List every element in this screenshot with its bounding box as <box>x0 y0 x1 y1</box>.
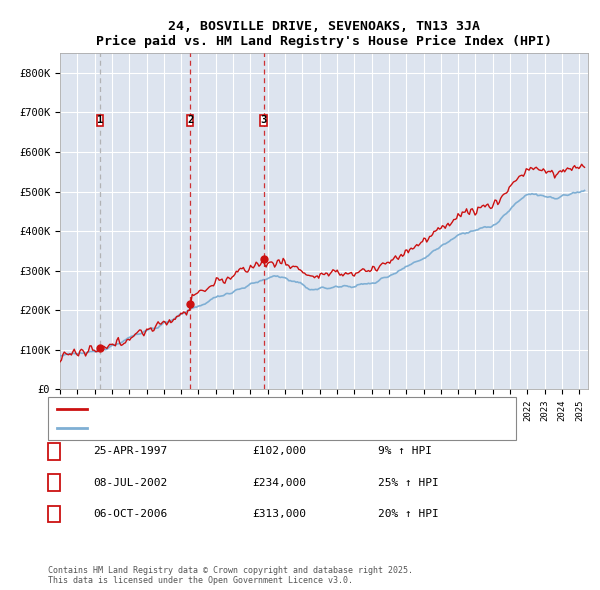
FancyBboxPatch shape <box>97 115 103 126</box>
Text: £102,000: £102,000 <box>252 447 306 456</box>
Text: £234,000: £234,000 <box>252 478 306 487</box>
Text: 2: 2 <box>50 478 57 487</box>
FancyBboxPatch shape <box>187 115 193 126</box>
Text: 25-APR-1997: 25-APR-1997 <box>93 447 167 456</box>
Text: 1: 1 <box>50 447 57 456</box>
Text: 2: 2 <box>187 116 193 125</box>
Text: 06-OCT-2006: 06-OCT-2006 <box>93 509 167 519</box>
Title: 24, BOSVILLE DRIVE, SEVENOAKS, TN13 3JA
Price paid vs. HM Land Registry's House : 24, BOSVILLE DRIVE, SEVENOAKS, TN13 3JA … <box>96 19 552 48</box>
Text: HPI: Average price, semi-detached house, Sevenoaks: HPI: Average price, semi-detached house,… <box>93 423 387 433</box>
Text: 20% ↑ HPI: 20% ↑ HPI <box>378 509 439 519</box>
Text: Contains HM Land Registry data © Crown copyright and database right 2025.
This d: Contains HM Land Registry data © Crown c… <box>48 566 413 585</box>
Text: £313,000: £313,000 <box>252 509 306 519</box>
Text: 3: 3 <box>50 509 57 519</box>
Text: 24, BOSVILLE DRIVE, SEVENOAKS, TN13 3JA (semi-detached house): 24, BOSVILLE DRIVE, SEVENOAKS, TN13 3JA … <box>93 404 451 414</box>
Text: 08-JUL-2002: 08-JUL-2002 <box>93 478 167 487</box>
FancyBboxPatch shape <box>260 115 267 126</box>
Text: 3: 3 <box>260 116 267 125</box>
Text: 1: 1 <box>97 116 103 125</box>
Text: 9% ↑ HPI: 9% ↑ HPI <box>378 447 432 456</box>
Text: 25% ↑ HPI: 25% ↑ HPI <box>378 478 439 487</box>
